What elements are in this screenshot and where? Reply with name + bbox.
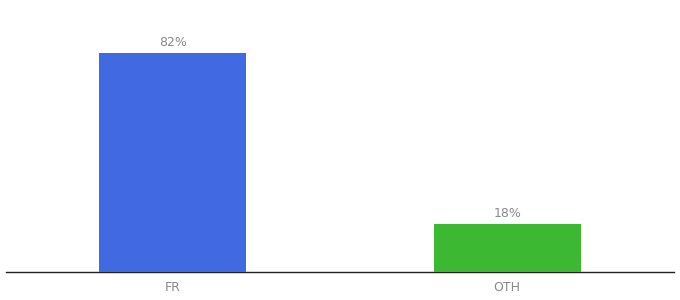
Bar <box>434 224 581 272</box>
Bar <box>99 53 246 272</box>
Text: 82%: 82% <box>159 37 187 50</box>
Text: 18%: 18% <box>493 207 521 220</box>
